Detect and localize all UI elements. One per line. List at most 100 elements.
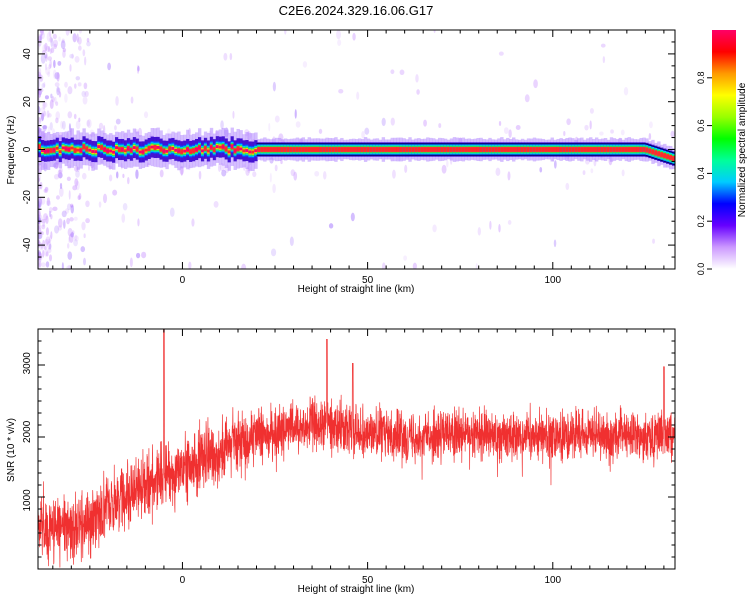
spectrogram-noise-speck bbox=[69, 64, 72, 72]
colorbar-tick-label: 0.0 bbox=[696, 263, 706, 276]
spectrogram-noise-speck bbox=[73, 113, 77, 120]
spectrogram-band-cell bbox=[520, 148, 525, 151]
spectrogram-band-cell bbox=[115, 146, 119, 150]
spectrogram-noise-speck bbox=[38, 210, 41, 218]
spectrogram-noise-speck bbox=[399, 69, 405, 75]
spectrogram-noise-speck bbox=[44, 42, 48, 52]
spectrogram-noise-speck bbox=[39, 197, 42, 205]
spectrogram-noise-speck bbox=[57, 218, 63, 228]
spectrogram-band-cell bbox=[675, 158, 678, 161]
spectrogram-noise-speck bbox=[98, 122, 104, 130]
spectrogram-noise-speck bbox=[83, 82, 88, 90]
spectrogram-band-cell bbox=[562, 148, 566, 151]
spectrogram-noise-speck bbox=[159, 169, 164, 178]
spectrogram-noise-speck bbox=[620, 129, 625, 136]
spectrogram-noise-speck bbox=[38, 35, 42, 42]
spectrogram-band-cell bbox=[298, 148, 303, 151]
spectrogram-band-cell bbox=[553, 148, 557, 151]
spectrogram-noise-speck bbox=[180, 166, 184, 176]
spectrogram-noise-speck bbox=[54, 225, 60, 234]
spectrogram-band-cell bbox=[254, 149, 258, 153]
spectrogram-band-cell bbox=[479, 148, 483, 151]
snr-x-tick-label: 100 bbox=[544, 575, 561, 586]
spectrogram-noise-speck bbox=[136, 64, 140, 74]
spectrogram-noise-speck bbox=[61, 38, 65, 43]
spectrogram-noise-speck bbox=[38, 39, 42, 47]
spectrogram-noise-speck bbox=[40, 114, 44, 122]
spectrogram-noise-speck bbox=[241, 263, 247, 269]
spectrogram-noise-speck bbox=[75, 120, 81, 130]
spectrogram-band-cell bbox=[103, 147, 107, 151]
spectrogram-band-cell bbox=[651, 150, 655, 154]
spectrogram-band-cell bbox=[304, 148, 309, 151]
spectrogram-noise-speck bbox=[566, 118, 571, 126]
spectrogram-band-cell bbox=[529, 148, 534, 151]
spectrogram-band-cell bbox=[381, 148, 386, 151]
spectrogram-noise-speck bbox=[122, 202, 128, 211]
spectrogram-band-cell bbox=[106, 149, 110, 153]
spectrogram-band-cell bbox=[138, 150, 143, 154]
snr-y-tick-label: 1000 bbox=[22, 489, 33, 512]
spectrogram-band-cell bbox=[609, 148, 614, 151]
spectrogram-noise-speck bbox=[58, 172, 63, 179]
spectrogram-band-cell bbox=[269, 148, 273, 151]
spectrogram-noise-speck bbox=[51, 96, 55, 103]
spectrogram-noise-speck bbox=[70, 204, 74, 214]
spectrogram-band-cell bbox=[597, 148, 602, 151]
spectrogram-noise-speck bbox=[40, 53, 46, 64]
spectrogram-band-cell bbox=[414, 148, 418, 151]
spectrogram-noise-speck bbox=[38, 34, 42, 41]
spectrogram-noise-speck bbox=[47, 46, 50, 53]
spectrogram-noise-speck bbox=[446, 160, 449, 168]
spectrogram-band-cell bbox=[577, 148, 581, 151]
spectrogram-band-cell bbox=[180, 150, 184, 154]
spectrogram-noise-speck bbox=[48, 64, 52, 70]
spectrogram-y-tick-label: 0 bbox=[22, 146, 33, 152]
spectrogram-noise-speck bbox=[137, 218, 140, 227]
spectrogram-noise-speck bbox=[78, 117, 81, 123]
spectrogram-noise-speck bbox=[46, 31, 52, 42]
spectrogram-band-cell bbox=[200, 149, 205, 153]
spectrogram-noise-speck bbox=[539, 166, 543, 173]
spectrogram-noise-speck bbox=[75, 170, 80, 178]
spectrogram-noise-speck bbox=[48, 206, 53, 213]
spectrogram-band-cell bbox=[449, 148, 454, 151]
spectrogram-noise-speck bbox=[524, 94, 530, 103]
spectrogram-band-cell bbox=[675, 148, 678, 172]
spectrogram-band-cell bbox=[482, 148, 486, 151]
spectrogram-band-cell bbox=[141, 150, 146, 154]
spectrogram-noise-speck bbox=[381, 117, 386, 127]
spectrogram-noise-speck bbox=[50, 213, 53, 220]
spectrogram-noise-speck bbox=[584, 124, 589, 131]
snr-axes: 0 50 100 1000 2000 3000 bbox=[22, 328, 675, 586]
colorbar-tick-label: 0.6 bbox=[696, 119, 706, 132]
spectrogram-band-cell bbox=[331, 148, 335, 151]
spectrogram-band-cell bbox=[600, 148, 605, 151]
spectrogram-noise-speck bbox=[272, 183, 276, 194]
spectrogram-noise-speck bbox=[589, 120, 592, 130]
spectrogram-band-cell bbox=[565, 148, 569, 151]
spectrogram-noise-speck bbox=[80, 246, 86, 253]
spectrogram-band-cell bbox=[663, 154, 667, 158]
spectrogram-band-cell bbox=[544, 148, 548, 151]
spectrogram-x-tick-label: 100 bbox=[544, 275, 561, 286]
spectrogram-noise-speck bbox=[52, 39, 59, 48]
spectrogram-noise-speck bbox=[73, 239, 78, 247]
spectrogram-band-cell bbox=[595, 148, 599, 151]
spectrogram-band-cell bbox=[153, 146, 157, 149]
spectrogram-band-cell bbox=[195, 148, 199, 151]
spectrogram-noise-speck bbox=[38, 87, 41, 95]
snr-y-tick-label: 2000 bbox=[22, 420, 33, 443]
spectrogram-band-cell bbox=[675, 152, 678, 166]
spectrogram-band-cell bbox=[476, 148, 480, 151]
spectrogram-noise-speck bbox=[55, 195, 60, 200]
spectrogram-noise-speck bbox=[83, 257, 86, 266]
spectrogram-y-tick-label: 20 bbox=[22, 96, 33, 108]
spectrogram-noise-speck bbox=[53, 173, 60, 180]
spectrogram-noise-speck bbox=[54, 96, 57, 104]
spectrogram-band-cell bbox=[387, 148, 391, 151]
spectrogram-band-cell bbox=[82, 145, 86, 149]
spectrogram-noise-speck bbox=[39, 244, 44, 251]
spectrogram-band-cell bbox=[363, 148, 368, 151]
spectrogram-noise-speck bbox=[58, 36, 61, 42]
